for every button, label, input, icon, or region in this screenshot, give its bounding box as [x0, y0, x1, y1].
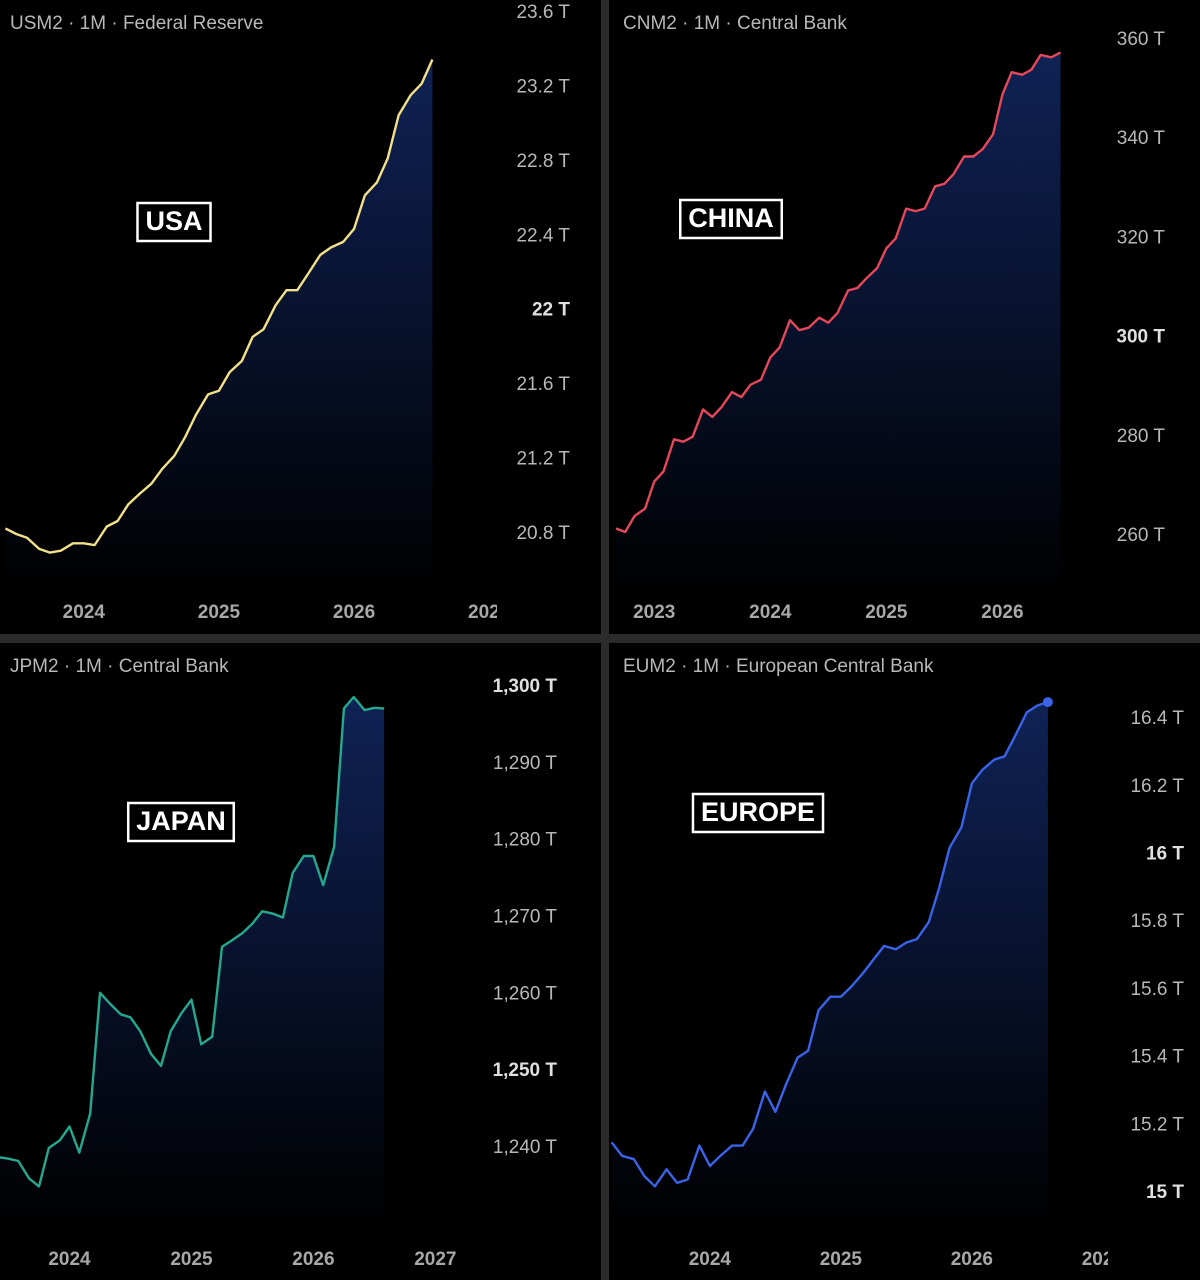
y-tick-label: 1,280 T	[493, 830, 557, 851]
x-tick-label: 2026	[292, 1249, 334, 1270]
y-tick-label: 15.8 T	[1130, 911, 1184, 932]
x-tick-label: 2027	[414, 1249, 456, 1270]
x-axis: 2023 2024 2025 2026	[633, 602, 1023, 623]
area-fill	[5, 59, 433, 590]
y-tick-label: 16 T	[1146, 843, 1184, 864]
y-tick-label: 1,260 T	[493, 983, 557, 1004]
y-tick-label: 320 T	[1117, 227, 1166, 248]
chart-title: JPM2 · 1M · Central Bank	[10, 656, 229, 677]
y-tick-label: 1,240 T	[493, 1137, 557, 1158]
chart-title: EUM2 · 1M · European Central Bank	[623, 656, 934, 677]
x-tick-label: 2026	[333, 602, 375, 623]
y-tick-label: 21.2 T	[516, 449, 570, 470]
chart-panel: 1,300 T 1,290 T 1,280 T 1,270 T 1,260 T 1,250…	[0, 656, 557, 1270]
area-fill	[616, 52, 1061, 596]
y-tick-label: 340 T	[1117, 128, 1166, 149]
y-tick-label: 15.2 T	[1130, 1114, 1184, 1135]
y-tick-label: 22 T	[532, 300, 570, 321]
line	[4, 59, 434, 554]
y-tick-label: 280 T	[1117, 426, 1166, 447]
x-tick-label: 2023	[633, 602, 675, 623]
x-tick-label: 2024	[48, 1249, 91, 1270]
chart-panel: 16.4 T 16.2 T 16 T 15.8 T 15.6 T 15.4 T 15.2 T…	[610, 656, 1184, 1270]
y-tick-label: 22.4 T	[516, 225, 570, 246]
y-tick-label: 21.6 T	[516, 374, 570, 395]
y-tick-label: 1,300 T	[493, 676, 558, 697]
y-tick-label: 20.8 T	[516, 523, 570, 544]
y-tick-label: 23.2 T	[516, 76, 570, 97]
line	[615, 51, 1062, 534]
x-tick-label: 2027	[468, 602, 510, 623]
annotation: JAPAN	[136, 806, 226, 836]
area-fill	[0, 697, 385, 1225]
x-axis: 2024 2025 2026 2027	[48, 1249, 456, 1270]
y-tick-label: 260 T	[1117, 525, 1166, 546]
annotation-box	[136, 201, 212, 243]
chart-title: USM2 · 1M · Federal Reserve	[10, 13, 263, 34]
x-tick-label: 2027	[1082, 1249, 1124, 1270]
x-axis: 2024 2025 2026 2027	[689, 1249, 1124, 1270]
y-tick-label: 15.4 T	[1130, 1047, 1184, 1068]
x-tick-label: 2024	[749, 602, 792, 623]
y-tick-label: 16.2 T	[1130, 776, 1184, 797]
y-tick-label: 23.6 T	[516, 2, 570, 23]
y-tick-label: 15.6 T	[1130, 979, 1184, 1000]
annotation: EUROPE	[701, 797, 815, 827]
line	[610, 700, 1049, 1188]
x-tick-label: 2024	[689, 1249, 732, 1270]
x-axis: 2024 2025 2026 2027	[63, 602, 510, 623]
annotation-box	[126, 801, 236, 843]
annotation-box	[679, 198, 783, 240]
y-tick-label: 16.4 T	[1130, 708, 1184, 729]
chart-title: CNM2 · 1M · Central Bank	[623, 13, 847, 34]
x-tick-label: 2025	[865, 602, 908, 623]
x-tick-label: 2025	[170, 1249, 213, 1270]
y-tick-label: 1,290 T	[493, 753, 557, 774]
end-marker	[1042, 697, 1053, 708]
x-tick-label: 2025	[820, 1249, 863, 1270]
divider-horizontal	[0, 634, 1200, 643]
area-fill	[611, 702, 1048, 1227]
y-tick-label: 22.8 T	[516, 151, 570, 172]
chart-panel: 23.6 T 23.2 T 22.8 T 22.4 T 22 T 21.6 T 21.2 T…	[4, 2, 570, 623]
x-tick-label: 2026	[981, 602, 1023, 623]
y-tick-label: 360 T	[1117, 29, 1166, 50]
x-tick-label: 2024	[63, 602, 106, 623]
y-tick-label: 300 T	[1116, 327, 1165, 348]
line	[0, 695, 385, 1188]
y-tick-label: 15 T	[1146, 1182, 1184, 1203]
annotation: USA	[145, 206, 202, 236]
annotation: CHINA	[688, 203, 774, 233]
annotation-box	[691, 792, 825, 834]
y-tick-label: 1,250 T	[493, 1060, 558, 1081]
y-tick-label: 1,270 T	[493, 907, 557, 928]
x-tick-label: 2026	[951, 1249, 993, 1270]
x-tick-label: 2025	[198, 602, 241, 623]
